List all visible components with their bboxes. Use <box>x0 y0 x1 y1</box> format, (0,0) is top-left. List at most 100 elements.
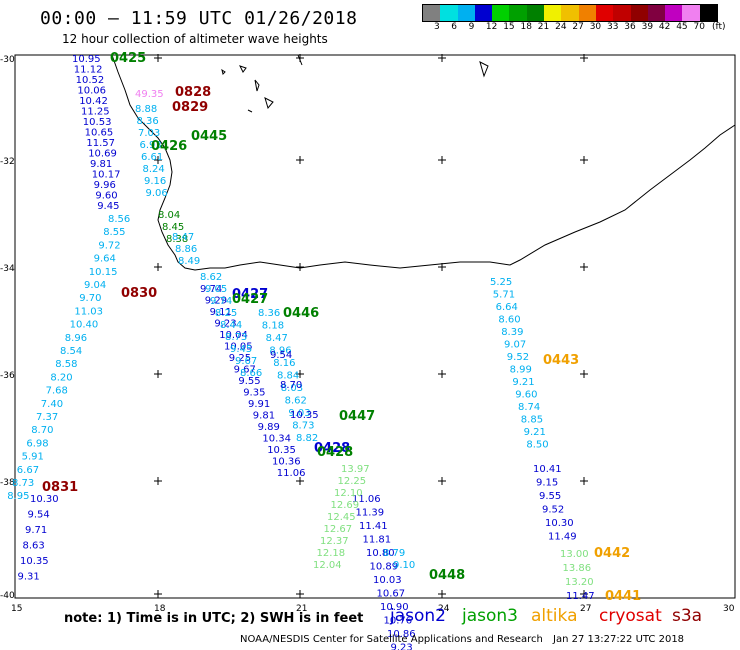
wave-height-value: 8.36 <box>258 308 280 319</box>
pass-id-label: 0428 <box>314 441 350 456</box>
wave-height-value: 8.39 <box>501 327 523 338</box>
wave-height-value: 8.49 <box>178 256 200 267</box>
wave-height-value: 8.16 <box>273 358 295 369</box>
colorbar-tick-label: 39 <box>641 22 654 32</box>
generated-timestamp: Jan 27 13:27:22 UTC 2018 <box>553 634 685 645</box>
colorbar-tick-label: 24 <box>555 22 567 32</box>
wave-height-value: 9.91 <box>248 399 270 410</box>
satellite-legend-altika: altika <box>531 606 578 626</box>
wave-height-value: 8.95 <box>7 491 29 502</box>
pass-id-label: 0425 <box>110 51 146 66</box>
grid-cross <box>154 263 162 271</box>
satellite-legend-s3a: s3a <box>672 606 703 626</box>
wave-height-value: 12.25 <box>338 476 367 487</box>
wave-height-value: 10.35 <box>20 556 49 567</box>
colorbar-tick-label: 42 <box>658 22 671 32</box>
wave-height-value: 9.74 <box>210 296 232 307</box>
grid-cross <box>296 370 304 378</box>
wave-height-value: 8.73 <box>12 478 34 489</box>
colorbar-unit: (ft) <box>712 22 726 32</box>
map-frame <box>14 54 736 599</box>
wave-height-value: 12.10 <box>334 488 363 499</box>
grid-cross <box>438 370 446 378</box>
wave-height-value: 9.54 <box>28 510 50 521</box>
wave-height-value: 8.25 <box>215 308 237 319</box>
wave-height-value: 10.76 <box>384 616 413 627</box>
wave-height-value: 8.04 <box>158 210 180 221</box>
colorbar-tick-label: 70 <box>693 22 705 32</box>
wave-height-value: 9.29 <box>205 296 227 307</box>
coastline-africa <box>111 54 736 271</box>
pass-id-label: 0442 <box>594 546 630 561</box>
wave-height-value: 11.39 <box>356 508 385 519</box>
colorbar-swatch <box>423 5 441 21</box>
grid-cross <box>438 590 446 598</box>
wave-height-value: 10.40 <box>70 320 99 331</box>
wave-height-value: 9.21 <box>524 427 546 438</box>
wave-height-value: 10.41 <box>533 464 562 475</box>
wave-height-value: 9.67 <box>234 365 256 376</box>
grid-cross <box>154 156 162 164</box>
wave-height-value: 11.06 <box>277 468 306 479</box>
wave-height-value: 10.42 <box>79 96 108 107</box>
wave-height-value: 9.45 <box>97 201 119 212</box>
wave-height-value: 10.05 <box>224 342 253 353</box>
wave-height-value: 9.23 <box>214 319 236 330</box>
wave-height-value: 8.85 <box>521 415 543 426</box>
wave-height-value: 10.17 <box>92 170 121 181</box>
wave-height-value: 11.47 <box>566 591 595 602</box>
wave-height-value: 6.93 <box>140 140 162 151</box>
wave-height-value: 8.58 <box>55 359 77 370</box>
colorbar <box>422 4 719 22</box>
wave-height-value: 12.67 <box>324 524 353 535</box>
wave-height-value: 8.54 <box>60 346 82 357</box>
wave-height-value: 9.67 <box>235 356 257 367</box>
wave-height-value: 9.15 <box>536 478 558 489</box>
wave-height-value: 10.52 <box>76 75 105 86</box>
wave-height-value: 9.07 <box>504 340 526 351</box>
pass-id-label: 0828 <box>175 85 211 100</box>
wave-height-value: 8.99 <box>510 365 532 376</box>
wave-height-value: 9.96 <box>94 180 116 191</box>
grid-cross <box>296 54 304 62</box>
wave-height-value: 8.63 <box>23 541 45 552</box>
pass-id-label: 0426 <box>151 139 187 154</box>
wave-height-value: 9.05 <box>205 284 227 295</box>
wave-height-value: 11.25 <box>81 107 110 118</box>
wave-height-value: 8.47 <box>266 333 288 344</box>
wave-height-value: 13.97 <box>341 464 370 475</box>
wave-height-value: 9.03 <box>288 408 310 419</box>
colorbar-swatch <box>526 5 545 21</box>
wave-height-value: 6.61 <box>141 152 163 163</box>
wave-height-value: 8.62 <box>285 396 307 407</box>
footnote: note: 1) Time is in UTC; 2) SWH is in fe… <box>64 611 364 626</box>
wave-height-value: 8.82 <box>296 433 318 444</box>
grid-cross <box>296 590 304 598</box>
wave-height-value: 10.36 <box>272 457 301 468</box>
wave-height-value: 8.70 <box>31 425 53 436</box>
wave-height-value: 8.36 <box>137 116 159 127</box>
wave-height-value: 11.49 <box>548 532 577 543</box>
wave-height-value: 5.71 <box>493 290 515 301</box>
page-subtitle: 12 hour collection of altimeter wave hei… <box>62 32 328 46</box>
pass-id-label: 0443 <box>543 353 579 368</box>
longitude-label: 27 <box>580 604 591 614</box>
wave-height-value: 9.89 <box>258 422 280 433</box>
wave-height-value: 8.44 <box>220 320 242 331</box>
wave-height-value: 9.35 <box>243 388 265 399</box>
grid-cross <box>154 590 162 598</box>
wave-height-value: 8.18 <box>262 321 284 332</box>
grid-cross <box>580 590 588 598</box>
latitude-label: -40 <box>0 591 15 601</box>
grid-cross <box>580 477 588 485</box>
wave-height-value: 9.52 <box>542 505 564 516</box>
wave-height-value: 9.04 <box>84 280 106 291</box>
grid-cross <box>154 54 162 62</box>
wave-height-value: 8.56 <box>108 214 130 225</box>
wave-height-value: 9.55 <box>238 376 260 387</box>
wave-height-value: 8.86 <box>175 244 197 255</box>
wave-height-value: 10.89 <box>370 562 399 573</box>
wave-height-value: 8.55 <box>103 227 125 238</box>
